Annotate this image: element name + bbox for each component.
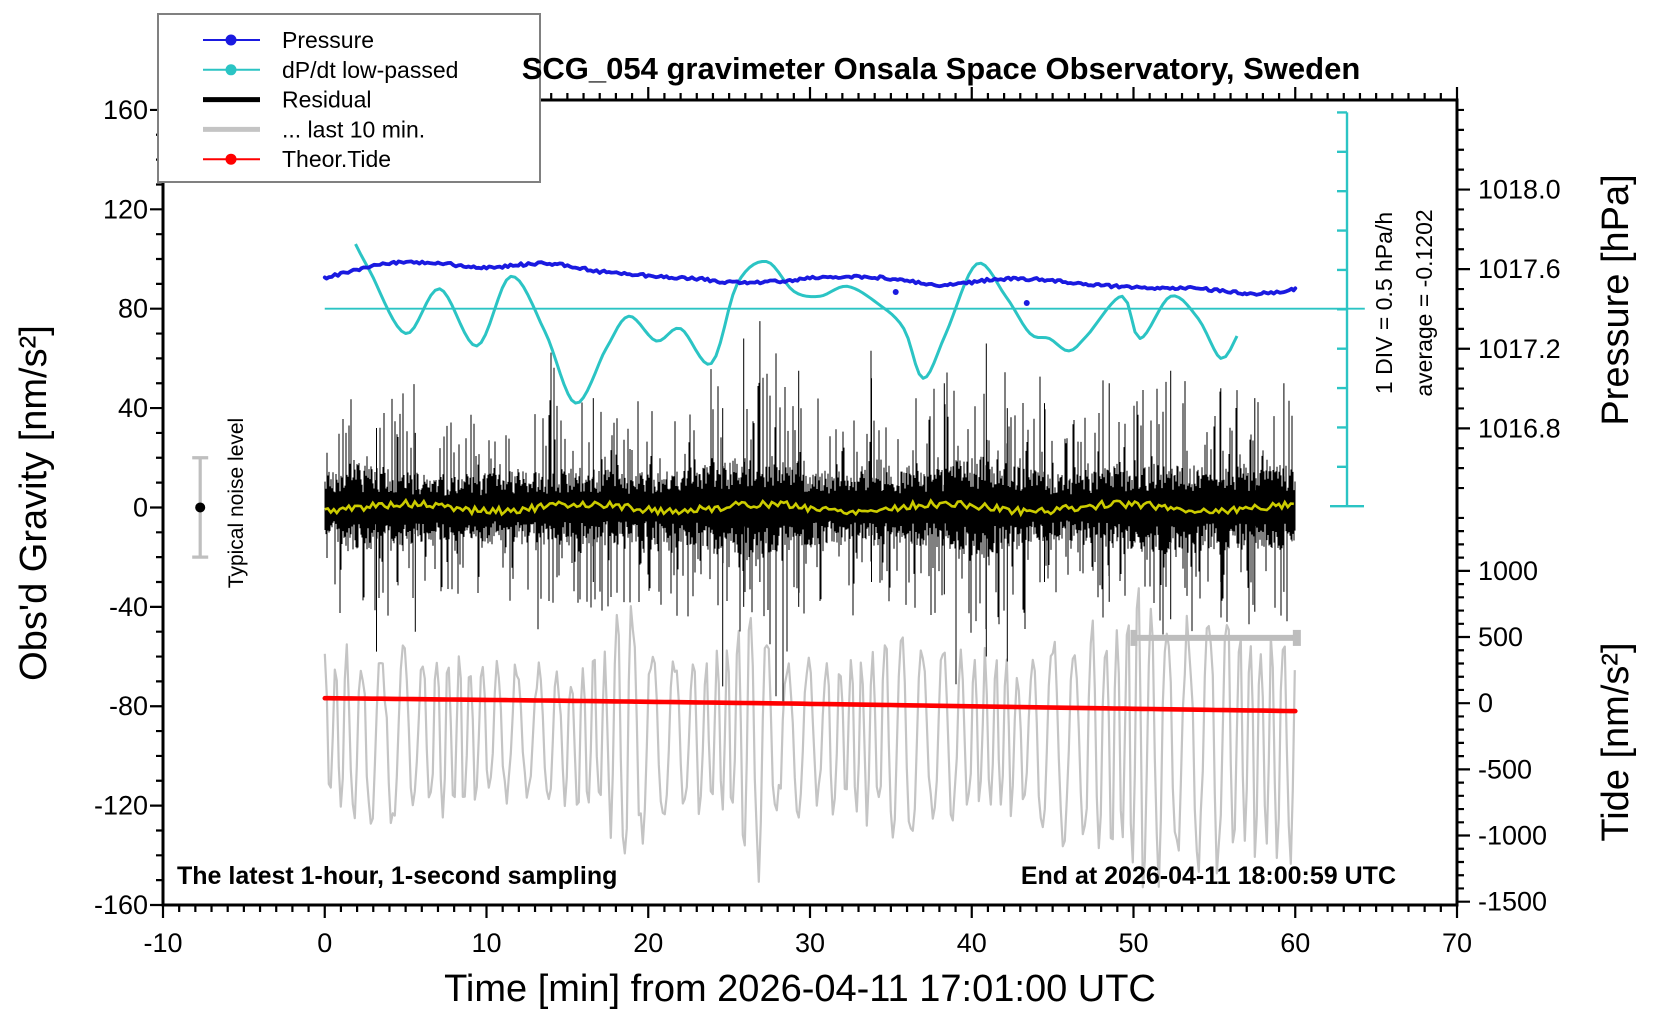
- time-tick-label: 20: [633, 928, 663, 958]
- legend-sample-dot-0: [225, 34, 237, 46]
- time-tick-label: 40: [957, 928, 987, 958]
- legend-sample-dot-1: [225, 64, 237, 76]
- last10-curve: [323, 587, 1296, 889]
- dpdt-scale-bar: [1330, 111, 1365, 508]
- gravity-tick-label: 0: [133, 492, 148, 522]
- noise-marker-label: Typical noise level: [225, 418, 248, 588]
- pressure-curve: [322, 259, 1298, 297]
- gravity-tick-label: 80: [118, 294, 148, 324]
- plot-title: SCG_054 gravimeter Onsala Space Observat…: [522, 51, 1361, 86]
- tide-tick-label: -1000: [1478, 821, 1547, 851]
- legend-label-0: Pressure: [282, 27, 374, 53]
- gravity-tick-label: -40: [109, 592, 148, 622]
- end-time-note: End at 2026-04-11 18:00:59 UTC: [1021, 862, 1396, 890]
- legend-label-2: Residual: [282, 87, 372, 113]
- tide-tick-label: -500: [1478, 754, 1532, 784]
- time-tick-label: 30: [795, 928, 825, 958]
- pressure-tick-label: 1017.6: [1478, 254, 1561, 284]
- tide-tick-label: -1500: [1478, 887, 1547, 917]
- tide-axis-ticks: [1457, 516, 1470, 903]
- sampling-note: The latest 1-hour, 1-second sampling: [177, 862, 617, 890]
- data-series: [192, 111, 1365, 889]
- last10-bar-right-cap: [1292, 629, 1301, 646]
- time-tick-label: 0: [317, 928, 332, 958]
- dpdt-curve: [354, 243, 1239, 405]
- time-tick-label: 10: [471, 928, 501, 958]
- x-axis-title: Time [min] from 2026-04-11 17:01:00 UTC: [444, 968, 1156, 1010]
- gravity-tick-label: 120: [103, 194, 148, 224]
- gravity-axis-ticks: [150, 108, 163, 907]
- gravity-axis-title: Obs'd Gravity [nm/s²]: [13, 325, 55, 681]
- tide-tick-label: 500: [1478, 622, 1523, 652]
- pressure-tick-label: 1018.0: [1478, 175, 1561, 205]
- div-scale-note: 1 DIV = 0.5 hPa/h: [1371, 212, 1397, 394]
- legend-label-3: ... last 10 min.: [282, 116, 425, 142]
- gravity-tick-label: 160: [103, 95, 148, 125]
- legend-label-4: Theor.Tide: [282, 146, 391, 172]
- gravity-tick-label: 40: [118, 393, 148, 423]
- tide-axis-title: Tide [nm/s²]: [1595, 642, 1637, 841]
- theor-tide-line: [322, 695, 1298, 714]
- legend-label-1: dP/dt low-passed: [282, 57, 458, 83]
- pressure-outlier-dot: [892, 289, 899, 296]
- gravity-tick-label: -80: [109, 691, 148, 721]
- time-tick-label: -10: [143, 928, 182, 958]
- pressure-axis-ticks: [1457, 108, 1470, 490]
- time-tick-label: 60: [1280, 928, 1310, 958]
- gravity-tick-label: -120: [94, 791, 148, 821]
- average-note: average = -0.1202: [1411, 209, 1437, 396]
- pressure-tick-label: 1016.8: [1478, 413, 1561, 443]
- last10-bar-left-cap: [1130, 629, 1138, 646]
- noise-level-dot: [195, 502, 206, 513]
- time-tick-label: 50: [1118, 928, 1148, 958]
- time-tick-label: 70: [1442, 928, 1472, 958]
- tide-tick-label: 1000: [1478, 556, 1538, 586]
- legend-box: Pressure dP/dt low-passed Residual ... last…: [157, 13, 541, 183]
- gravity-tick-label: -160: [94, 890, 148, 920]
- pressure-outlier-dot: [1023, 299, 1030, 306]
- pressure-axis-title: Pressure [hPa]: [1595, 174, 1637, 425]
- residual-lowpass-line: [324, 497, 1294, 518]
- tide-tick-label: 0: [1478, 688, 1493, 718]
- pressure-tick-label: 1017.2: [1478, 334, 1561, 364]
- legend-sample-dot-4: [225, 153, 237, 165]
- time-axis-ticks: [161, 87, 1459, 918]
- axes-and-ticks: -10 0 10 20 30 40 50 60 70 160 120 80 40 0 -40 -80 -120 -…: [94, 87, 1561, 958]
